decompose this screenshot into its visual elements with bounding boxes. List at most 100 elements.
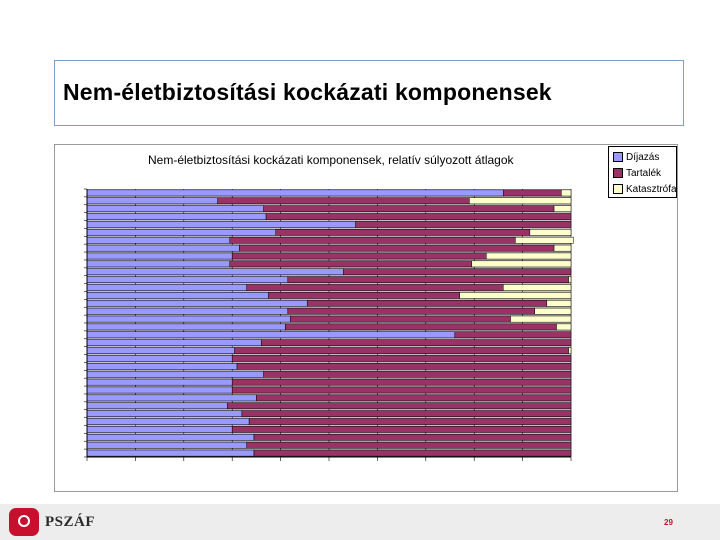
chart-legend: Díjazás Tartalék Katasztrófa	[608, 146, 677, 198]
bar-tartalek	[268, 292, 460, 299]
legend-label-dijazas: Díjazás	[626, 151, 660, 163]
bar-dijazas	[86, 292, 269, 299]
bar-dijazas	[86, 449, 255, 457]
bar-dijazas	[86, 299, 308, 307]
pszaf-logo-icon	[9, 508, 39, 536]
bar-katasztrofa	[502, 284, 572, 291]
legend-label-katasztrofa: Katasztrófa	[626, 183, 677, 195]
slide-title-box: Nem-életbiztosítási kockázati komponense…	[54, 60, 684, 126]
bar-dijazas	[86, 205, 264, 213]
bar-tartalek	[502, 189, 562, 197]
bar-tartalek	[287, 307, 535, 315]
logo-text: PSZÁF	[45, 514, 96, 530]
bar-tartalek	[263, 370, 572, 378]
bar-dijazas	[86, 441, 247, 449]
bar-tartalek	[236, 363, 572, 370]
bar-tartalek	[241, 410, 572, 417]
bar-tartalek	[239, 244, 555, 252]
bar-dijazas	[86, 197, 218, 205]
legend-item-katasztrofa: Katasztrófa	[613, 182, 677, 196]
slide-title: Nem-életbiztosítási kockázati komponense…	[63, 79, 552, 105]
bar-dijazas	[86, 339, 262, 347]
bar-katasztrofa	[553, 244, 572, 252]
bar-katasztrofa	[515, 236, 574, 244]
bar-tartalek	[231, 355, 572, 362]
bar-tartalek	[248, 418, 572, 425]
bar-tartalek	[265, 213, 572, 220]
bar-dijazas	[86, 221, 356, 228]
bar-dijazas	[86, 252, 233, 260]
bar-tartalek	[231, 426, 572, 433]
bar-tartalek	[454, 331, 572, 339]
bar-tartalek	[256, 394, 572, 402]
bar-katasztrofa	[459, 292, 572, 299]
bar-tartalek	[231, 252, 487, 260]
bar-tartalek	[275, 229, 531, 236]
bar-tartalek	[260, 339, 572, 347]
chart-title: Nem-életbiztosítási kockázati komponense…	[148, 153, 514, 167]
bar-dijazas	[86, 370, 264, 378]
bar-tartalek	[263, 205, 555, 213]
bar-dijazas	[86, 284, 247, 291]
bar-katasztrofa	[510, 315, 572, 323]
bar-tartalek	[217, 197, 470, 205]
legend-swatch-katasztrofa	[613, 184, 623, 194]
bar-dijazas	[86, 213, 267, 220]
bar-tartalek	[229, 236, 516, 244]
legend-swatch-dijazas	[613, 152, 623, 162]
bar-tartalek	[231, 378, 572, 386]
bar-tartalek	[306, 299, 548, 307]
bar-dijazas	[86, 347, 235, 354]
legend-item-tartalek: Tartalék	[613, 166, 661, 180]
bar-dijazas	[86, 236, 231, 244]
bar-tartalek	[355, 221, 572, 228]
bar-tartalek	[285, 323, 557, 331]
bar-dijazas	[86, 363, 238, 370]
bar-katasztrofa	[486, 252, 572, 260]
bar-tartalek	[287, 276, 569, 283]
bar-dijazas	[86, 355, 233, 362]
bar-katasztrofa	[546, 299, 572, 307]
bar-dijazas	[86, 331, 456, 339]
bar-dijazas	[86, 276, 289, 283]
bar-dijazas	[86, 244, 240, 252]
bar-tartalek	[234, 347, 569, 354]
logo-ring-icon	[18, 515, 30, 527]
legend-item-dijazas: Díjazás	[613, 150, 659, 164]
bar-katasztrofa	[534, 307, 572, 315]
bar-dijazas	[86, 189, 504, 197]
bar-katasztrofa	[568, 276, 572, 283]
bar-katasztrofa	[556, 323, 572, 331]
bar-dijazas	[86, 315, 291, 323]
bar-tartalek	[231, 386, 572, 394]
bar-dijazas	[86, 410, 243, 417]
bar-tartalek	[253, 433, 572, 441]
bar-dijazas	[86, 229, 277, 236]
bar-tartalek	[246, 284, 504, 291]
bar-katasztrofa	[469, 197, 572, 205]
bar-tartalek	[246, 441, 572, 449]
bar-dijazas	[86, 307, 289, 315]
bar-dijazas	[86, 418, 250, 425]
bar-katasztrofa	[529, 229, 572, 236]
legend-swatch-tartalek	[613, 168, 623, 178]
slide-footer	[0, 504, 720, 540]
bar-dijazas	[86, 433, 255, 441]
bar-katasztrofa	[568, 347, 572, 354]
bar-tartalek	[227, 402, 572, 410]
bar-katasztrofa	[561, 189, 572, 197]
bar-tartalek	[229, 260, 473, 268]
bar-katasztrofa	[471, 260, 572, 268]
bar-tartalek	[290, 315, 511, 323]
bar-dijazas	[86, 426, 233, 433]
bar-dijazas	[86, 394, 257, 402]
bar-dijazas	[86, 402, 228, 410]
bar-tartalek	[343, 268, 572, 276]
bar-dijazas	[86, 323, 286, 331]
bar-katasztrofa	[553, 205, 572, 213]
bar-dijazas	[86, 386, 233, 394]
bar-tartalek	[253, 449, 572, 457]
bar-dijazas	[86, 378, 233, 386]
bar-dijazas	[86, 260, 231, 268]
